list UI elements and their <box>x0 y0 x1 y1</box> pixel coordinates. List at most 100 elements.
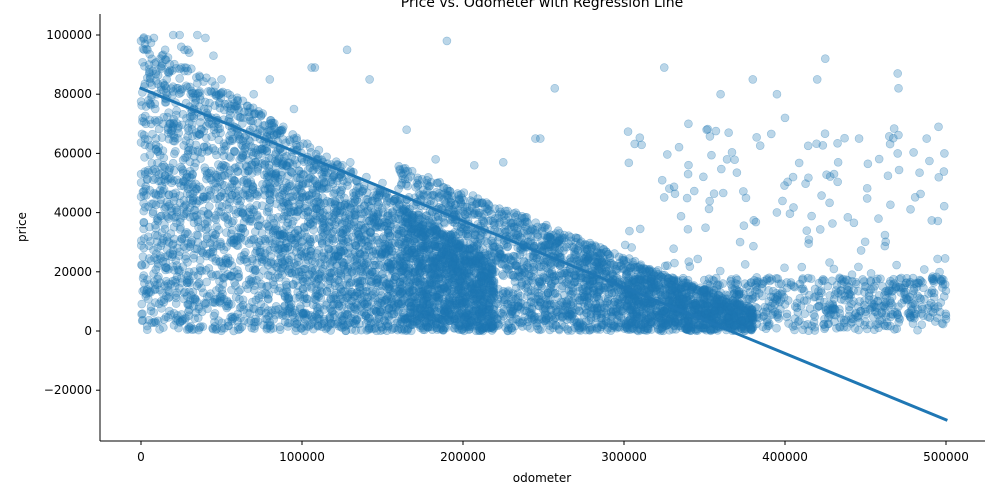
scatter-point-81 <box>357 258 367 268</box>
scatter-point-253 <box>285 231 295 241</box>
scatter-point-192 <box>312 204 322 214</box>
scatter-point-189 <box>168 122 178 131</box>
scatter-point-2840 <box>173 265 183 274</box>
scatter-point-3554 <box>293 206 303 215</box>
scatter-point-3386 <box>251 109 260 119</box>
scatter-point-88 <box>291 247 301 257</box>
scatter-point-200 <box>145 49 154 59</box>
scatter-point-3103 <box>329 245 339 255</box>
scatter-point-330 <box>444 257 454 267</box>
scatter-point-76 <box>383 208 393 218</box>
scatter-point-2496 <box>224 204 234 214</box>
scatter-point-3346 <box>295 166 304 176</box>
scatter-point-422 <box>216 93 226 103</box>
scatter-point-10 <box>388 266 397 275</box>
scatter-point-43 <box>469 301 479 310</box>
scatter-point-400 <box>369 191 378 200</box>
scatter-point-19 <box>397 325 407 335</box>
scatter-point-344 <box>389 267 399 277</box>
scatter-point-3034 <box>211 270 221 280</box>
scatter-point-3420 <box>351 305 361 315</box>
scatter-point-3495 <box>193 231 203 240</box>
scatter-point-264 <box>227 225 237 235</box>
scatter-point-168 <box>364 276 374 285</box>
scatter-point-338 <box>383 319 392 328</box>
scatter-point-321 <box>198 248 208 258</box>
scatter-point-3536 <box>149 199 158 209</box>
scatter-point-3092 <box>215 98 224 108</box>
scatter-point-3597 <box>379 274 389 283</box>
scatter-point-3189 <box>140 153 149 162</box>
scatter-point-2378 <box>353 274 362 284</box>
scatter-point-3547 <box>266 118 276 128</box>
scatter-point-303 <box>433 290 442 300</box>
scatter-point-3417 <box>211 215 221 224</box>
scatter-point-21 <box>234 272 244 282</box>
scatter-point-3595 <box>224 258 233 268</box>
scatter-point-379 <box>349 198 358 208</box>
scatter-point-3383 <box>295 174 305 184</box>
scatter-point-29 <box>352 266 361 276</box>
scatter-point-155 <box>283 242 293 252</box>
scatter-point-208 <box>479 323 489 333</box>
scatter-point-228 <box>183 184 193 194</box>
scatter-point-309 <box>264 184 273 194</box>
scatter-point-3145 <box>309 234 319 243</box>
scatter-point-63 <box>318 264 328 274</box>
scatter-point-118 <box>377 298 386 308</box>
scatter-point-418 <box>187 173 196 183</box>
scatter-point-9 <box>349 188 358 198</box>
scatter-point-2662 <box>177 234 187 244</box>
scatter-point-3507 <box>342 225 352 234</box>
scatter-point-79 <box>332 217 341 226</box>
scatter-point-3575 <box>373 209 383 219</box>
scatter-point-243 <box>262 172 272 182</box>
scatter-point-2100 <box>225 90 235 100</box>
scatter-point-345 <box>418 286 428 296</box>
scatter-point-3360 <box>173 134 182 143</box>
scatter-point-126 <box>299 264 309 274</box>
scatter-point-3230 <box>199 288 208 298</box>
scatter-point-123 <box>195 130 204 139</box>
scatter-point-204 <box>358 271 368 281</box>
scatter-point-3117 <box>225 152 234 161</box>
scatter-point-3511 <box>330 200 340 210</box>
scatter-point-69 <box>393 317 403 326</box>
scatter-point-75 <box>227 272 237 281</box>
scatter-point-147 <box>455 240 465 249</box>
scatter-point-0 <box>383 305 392 315</box>
scatter-point-3521 <box>195 278 204 287</box>
scatter-point-3444 <box>380 248 390 258</box>
scatter-point-3135 <box>208 242 218 252</box>
scatter-point-3509 <box>319 178 329 188</box>
scatter-point-378 <box>286 234 296 243</box>
scatter-point-1626 <box>291 323 301 332</box>
scatter-point-385 <box>335 194 344 204</box>
scatter-point-3474 <box>198 195 208 204</box>
scatter-point-402 <box>334 269 344 278</box>
scatter-point-3425 <box>153 262 163 271</box>
scatter-point-215 <box>280 292 290 302</box>
scatter-point-3029 <box>283 243 293 252</box>
scatter-point-139 <box>305 163 315 173</box>
scatter-point-3304 <box>160 171 170 181</box>
scatter-point-154 <box>278 311 288 320</box>
scatter-point-165 <box>238 295 248 305</box>
scatter-point-3560 <box>207 87 216 97</box>
scatter-point-180 <box>375 253 385 263</box>
scatter-point-156 <box>316 260 326 269</box>
scatter-point-190 <box>163 212 172 222</box>
scatter-point-159 <box>487 296 497 305</box>
scatter-point-342 <box>416 244 426 253</box>
scatter-point-3570 <box>272 199 281 209</box>
scatter-point-3228 <box>316 274 326 284</box>
scatter-point-2789 <box>163 251 173 260</box>
scatter-point-222 <box>266 320 275 330</box>
scatter-point-41 <box>261 156 270 166</box>
scatter-point-22 <box>371 213 381 222</box>
scatter-point-106 <box>449 302 458 312</box>
scatter-point-229 <box>336 187 345 196</box>
scatter-point-3590 <box>156 211 165 221</box>
scatter-point-3345 <box>184 275 194 285</box>
scatter-point-206 <box>278 288 288 298</box>
